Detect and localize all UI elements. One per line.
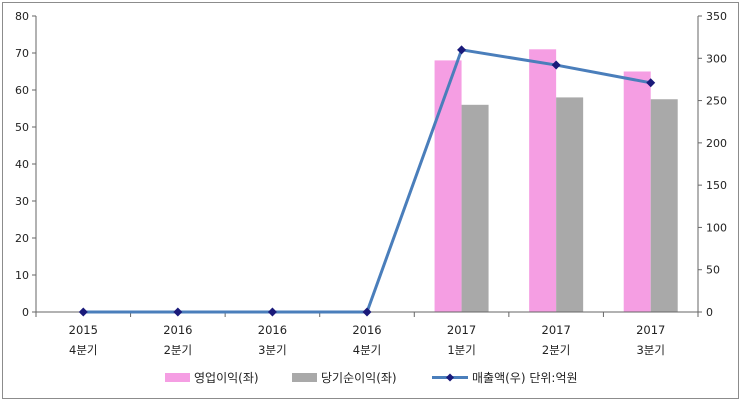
- category-quarter-label: 2분기: [164, 343, 192, 357]
- bar-net-income: [461, 104, 489, 312]
- left-tick-label: 20: [15, 232, 29, 245]
- category-year-label: 2016: [163, 323, 192, 337]
- right-tick-label: 300: [706, 52, 727, 65]
- bars: [434, 49, 678, 313]
- left-tick-label: 0: [22, 306, 29, 319]
- bar-net-income: [650, 99, 678, 312]
- category-year-label: 2017: [447, 323, 476, 337]
- right-tick-label: 200: [706, 137, 727, 150]
- legend-swatch: [165, 373, 190, 382]
- sales-point-marker: [362, 307, 372, 317]
- left-tick-label: 80: [15, 10, 29, 23]
- right-tick-label: 50: [706, 264, 720, 277]
- legend: 영업이익(좌) 당기순이익(좌) 매출액(우) 단위:억원: [165, 371, 578, 385]
- right-tick-label: 350: [706, 10, 727, 23]
- sales-point-marker: [267, 307, 277, 317]
- category-quarter-label: 4분기: [353, 343, 381, 357]
- bar-operating-profit: [434, 60, 462, 313]
- left-tick-label: 40: [15, 158, 29, 171]
- chart-frame: [2, 2, 739, 399]
- category-year-label: 2017: [636, 323, 665, 337]
- legend-label: 당기순이익(좌): [321, 371, 397, 385]
- right-tick-label: 0: [706, 306, 713, 319]
- bar-operating-profit: [529, 49, 557, 313]
- category-year-label: 2017: [542, 323, 571, 337]
- sales-point-marker: [457, 45, 467, 55]
- legend-label: 매출액(우) 단위:억원: [472, 371, 578, 385]
- category-year-label: 2015: [69, 323, 98, 337]
- category-quarter-label: 4분기: [69, 343, 97, 357]
- sales-point-marker: [173, 307, 183, 317]
- left-tick-label: 10: [15, 269, 29, 282]
- category-year-label: 2016: [258, 323, 287, 337]
- category-quarter-label: 2분기: [542, 343, 570, 357]
- category-quarter-label: 3분기: [636, 343, 664, 357]
- sales-point-marker: [646, 78, 656, 88]
- sales-point-marker: [551, 60, 561, 70]
- left-tick-label: 30: [15, 195, 29, 208]
- legend-marker-swatch: [446, 373, 454, 382]
- sales-point-marker: [78, 307, 88, 317]
- bar-net-income: [556, 97, 584, 313]
- category-quarter-label: 3분기: [258, 343, 286, 357]
- right-tick-label: 100: [706, 221, 727, 234]
- bar-operating-profit: [623, 71, 651, 312]
- left-tick-label: 60: [15, 84, 29, 97]
- category-year-label: 2016: [352, 323, 381, 337]
- legend-label: 영업이익(좌): [194, 371, 259, 385]
- left-tick-label: 70: [15, 47, 29, 60]
- right-tick-label: 150: [706, 179, 727, 192]
- legend-swatch: [292, 373, 317, 382]
- sales-line: [78, 45, 656, 317]
- right-tick-label: 250: [706, 95, 727, 108]
- category-quarter-label: 1분기: [447, 343, 475, 357]
- left-tick-label: 50: [15, 121, 29, 134]
